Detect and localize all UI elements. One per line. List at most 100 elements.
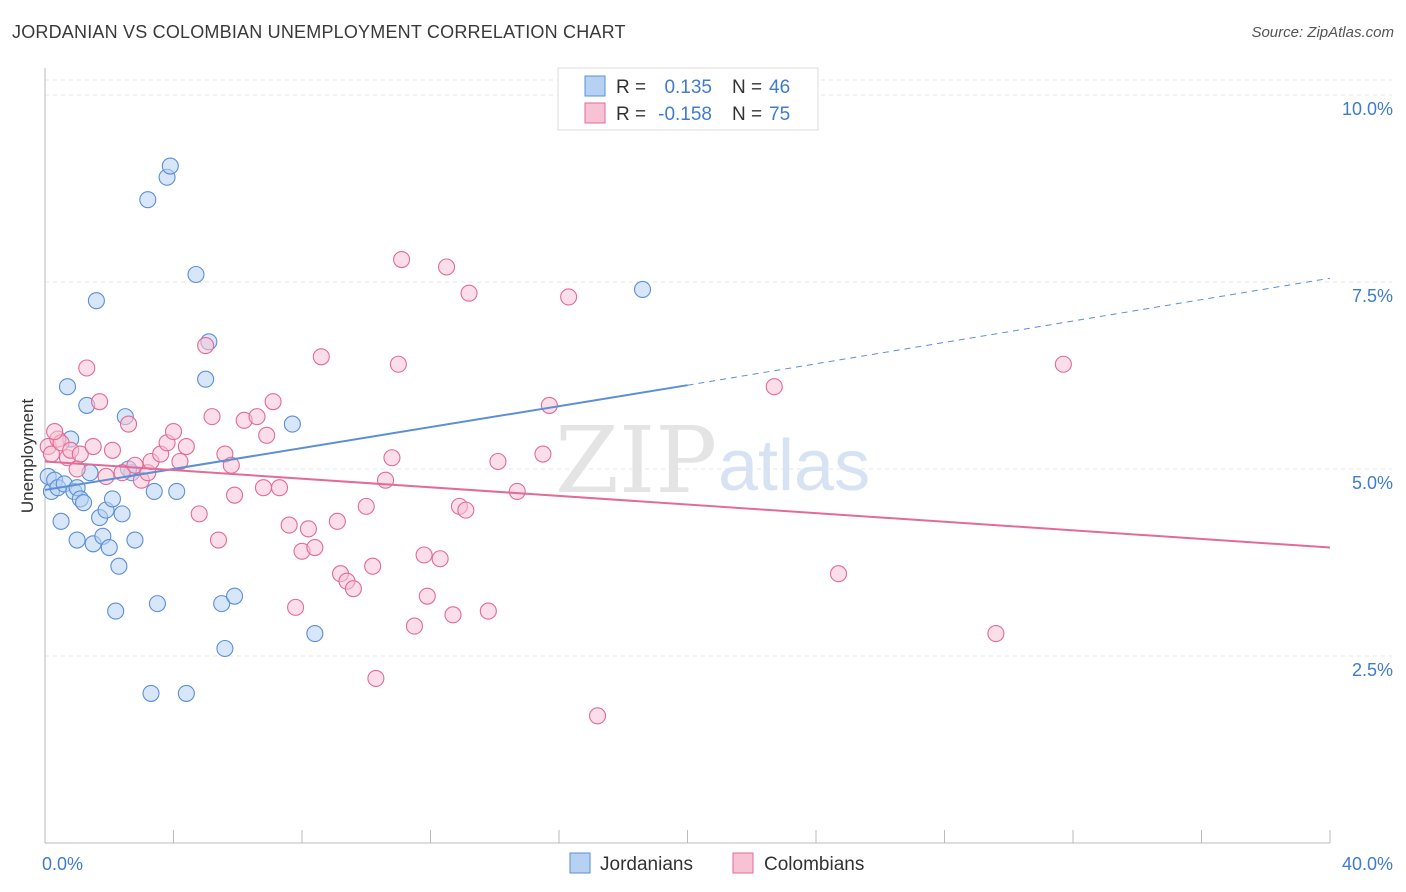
point-jordanians	[145, 482, 163, 500]
point-jordanians	[110, 557, 128, 575]
grid-lines	[45, 79, 1392, 657]
point-colombians	[71, 445, 89, 463]
point-colombians	[405, 617, 423, 635]
point-jordanians	[283, 415, 301, 433]
legend-r-value-jordanians: 0.135	[664, 77, 712, 98]
point-jordanians	[87, 292, 105, 310]
point-colombians	[280, 516, 298, 534]
legend-swatch-jordanians	[584, 75, 606, 97]
watermark: ZIP atlas	[555, 407, 870, 514]
x-tick-label: 0.0%	[42, 854, 83, 874]
point-jordanians	[177, 684, 195, 702]
point-colombians	[1054, 355, 1072, 373]
point-colombians	[534, 445, 552, 463]
point-jordanians	[197, 370, 215, 388]
trend-lines	[44, 277, 1331, 549]
point-colombians	[328, 512, 346, 530]
point-colombians	[119, 415, 138, 433]
legend-n-value-colombians: 75	[769, 104, 790, 125]
point-jordanians	[75, 494, 93, 512]
point-colombians	[438, 258, 456, 276]
top-legend: R = 0.135 N = 46 R = -0.158 N = 75	[557, 67, 819, 131]
point-colombians	[203, 408, 221, 426]
point-colombians	[383, 449, 401, 467]
point-colombians	[270, 479, 289, 497]
point-jordanians	[225, 587, 244, 605]
point-jordanians	[103, 490, 122, 508]
point-colombians	[829, 565, 848, 583]
point-jordanians	[113, 505, 131, 523]
point-colombians	[264, 393, 282, 411]
point-colombians	[171, 452, 189, 471]
point-jordanians	[142, 684, 160, 702]
legend-n-label-jordanians: N =	[732, 77, 762, 98]
legend-r-value-colombians: -0.158	[658, 104, 712, 125]
x-tick-label: 40.0%	[1342, 854, 1393, 874]
point-jordanians	[187, 265, 205, 284]
point-colombians	[177, 437, 195, 456]
point-colombians	[197, 337, 215, 355]
point-colombians	[376, 471, 395, 489]
point-colombians	[84, 437, 102, 456]
legend-r-label-jordanians: R =	[616, 77, 646, 98]
point-jordanians	[107, 602, 125, 620]
point-colombians	[560, 288, 578, 306]
y-tick-label: 10.0%	[1342, 99, 1393, 119]
bottom-legend-label-colombians: Colombians	[764, 854, 864, 875]
point-colombians	[103, 441, 122, 459]
point-colombians	[126, 456, 144, 474]
point-colombians	[765, 378, 783, 396]
point-colombians	[97, 467, 115, 486]
point-colombians	[460, 284, 478, 302]
legend-r-label-colombians: R =	[616, 104, 646, 125]
point-colombians	[254, 479, 273, 497]
point-colombians	[258, 426, 276, 444]
watermark-zip: ZIP	[555, 407, 717, 514]
point-colombians	[225, 486, 244, 504]
point-colombians	[479, 602, 497, 620]
y-tick-label: 5.0%	[1352, 473, 1393, 493]
point-colombians	[540, 396, 558, 414]
point-colombians	[389, 355, 407, 373]
point-jordanians	[148, 595, 166, 613]
point-colombians	[91, 393, 109, 411]
legend-n-value-jordanians: 46	[769, 77, 790, 98]
point-colombians	[299, 520, 317, 538]
point-colombians	[588, 707, 607, 725]
point-jordanians	[139, 191, 157, 209]
point-colombians	[46, 423, 64, 441]
point-jordanians	[306, 624, 324, 643]
trend-extension-jordanians	[687, 277, 1331, 386]
point-jordanians	[168, 482, 186, 500]
y-tick-label: 7.5%	[1352, 286, 1393, 306]
point-jordanians	[52, 512, 70, 530]
y-tick-label: 2.5%	[1352, 660, 1393, 680]
point-colombians	[431, 550, 449, 568]
point-colombians	[418, 587, 436, 605]
bottom-legend-swatch-colombians	[732, 852, 754, 874]
point-jordanians	[213, 595, 231, 613]
trend-line-jordanians	[44, 384, 688, 491]
point-jordanians	[58, 378, 77, 396]
point-colombians	[508, 482, 526, 500]
point-colombians	[987, 624, 1005, 643]
point-colombians	[415, 546, 433, 564]
point-colombians	[287, 598, 305, 616]
point-jordanians	[161, 157, 179, 175]
source-label: Source: ZipAtlas.com	[1251, 24, 1394, 41]
point-colombians	[312, 348, 330, 366]
point-jordanians	[633, 280, 652, 299]
point-colombians	[164, 423, 183, 441]
point-colombians	[357, 497, 375, 515]
point-colombians	[393, 250, 411, 269]
watermark-atlas: atlas	[718, 426, 870, 506]
point-colombians	[489, 452, 507, 471]
chart-title: JORDANIAN VS COLOMBIAN UNEMPLOYMENT CORR…	[12, 22, 626, 42]
point-colombians	[444, 606, 462, 624]
point-colombians	[209, 531, 228, 549]
point-jordanians	[216, 639, 234, 658]
trend-line-colombians	[44, 460, 1331, 549]
point-colombians	[364, 557, 382, 575]
point-colombians	[367, 669, 385, 687]
